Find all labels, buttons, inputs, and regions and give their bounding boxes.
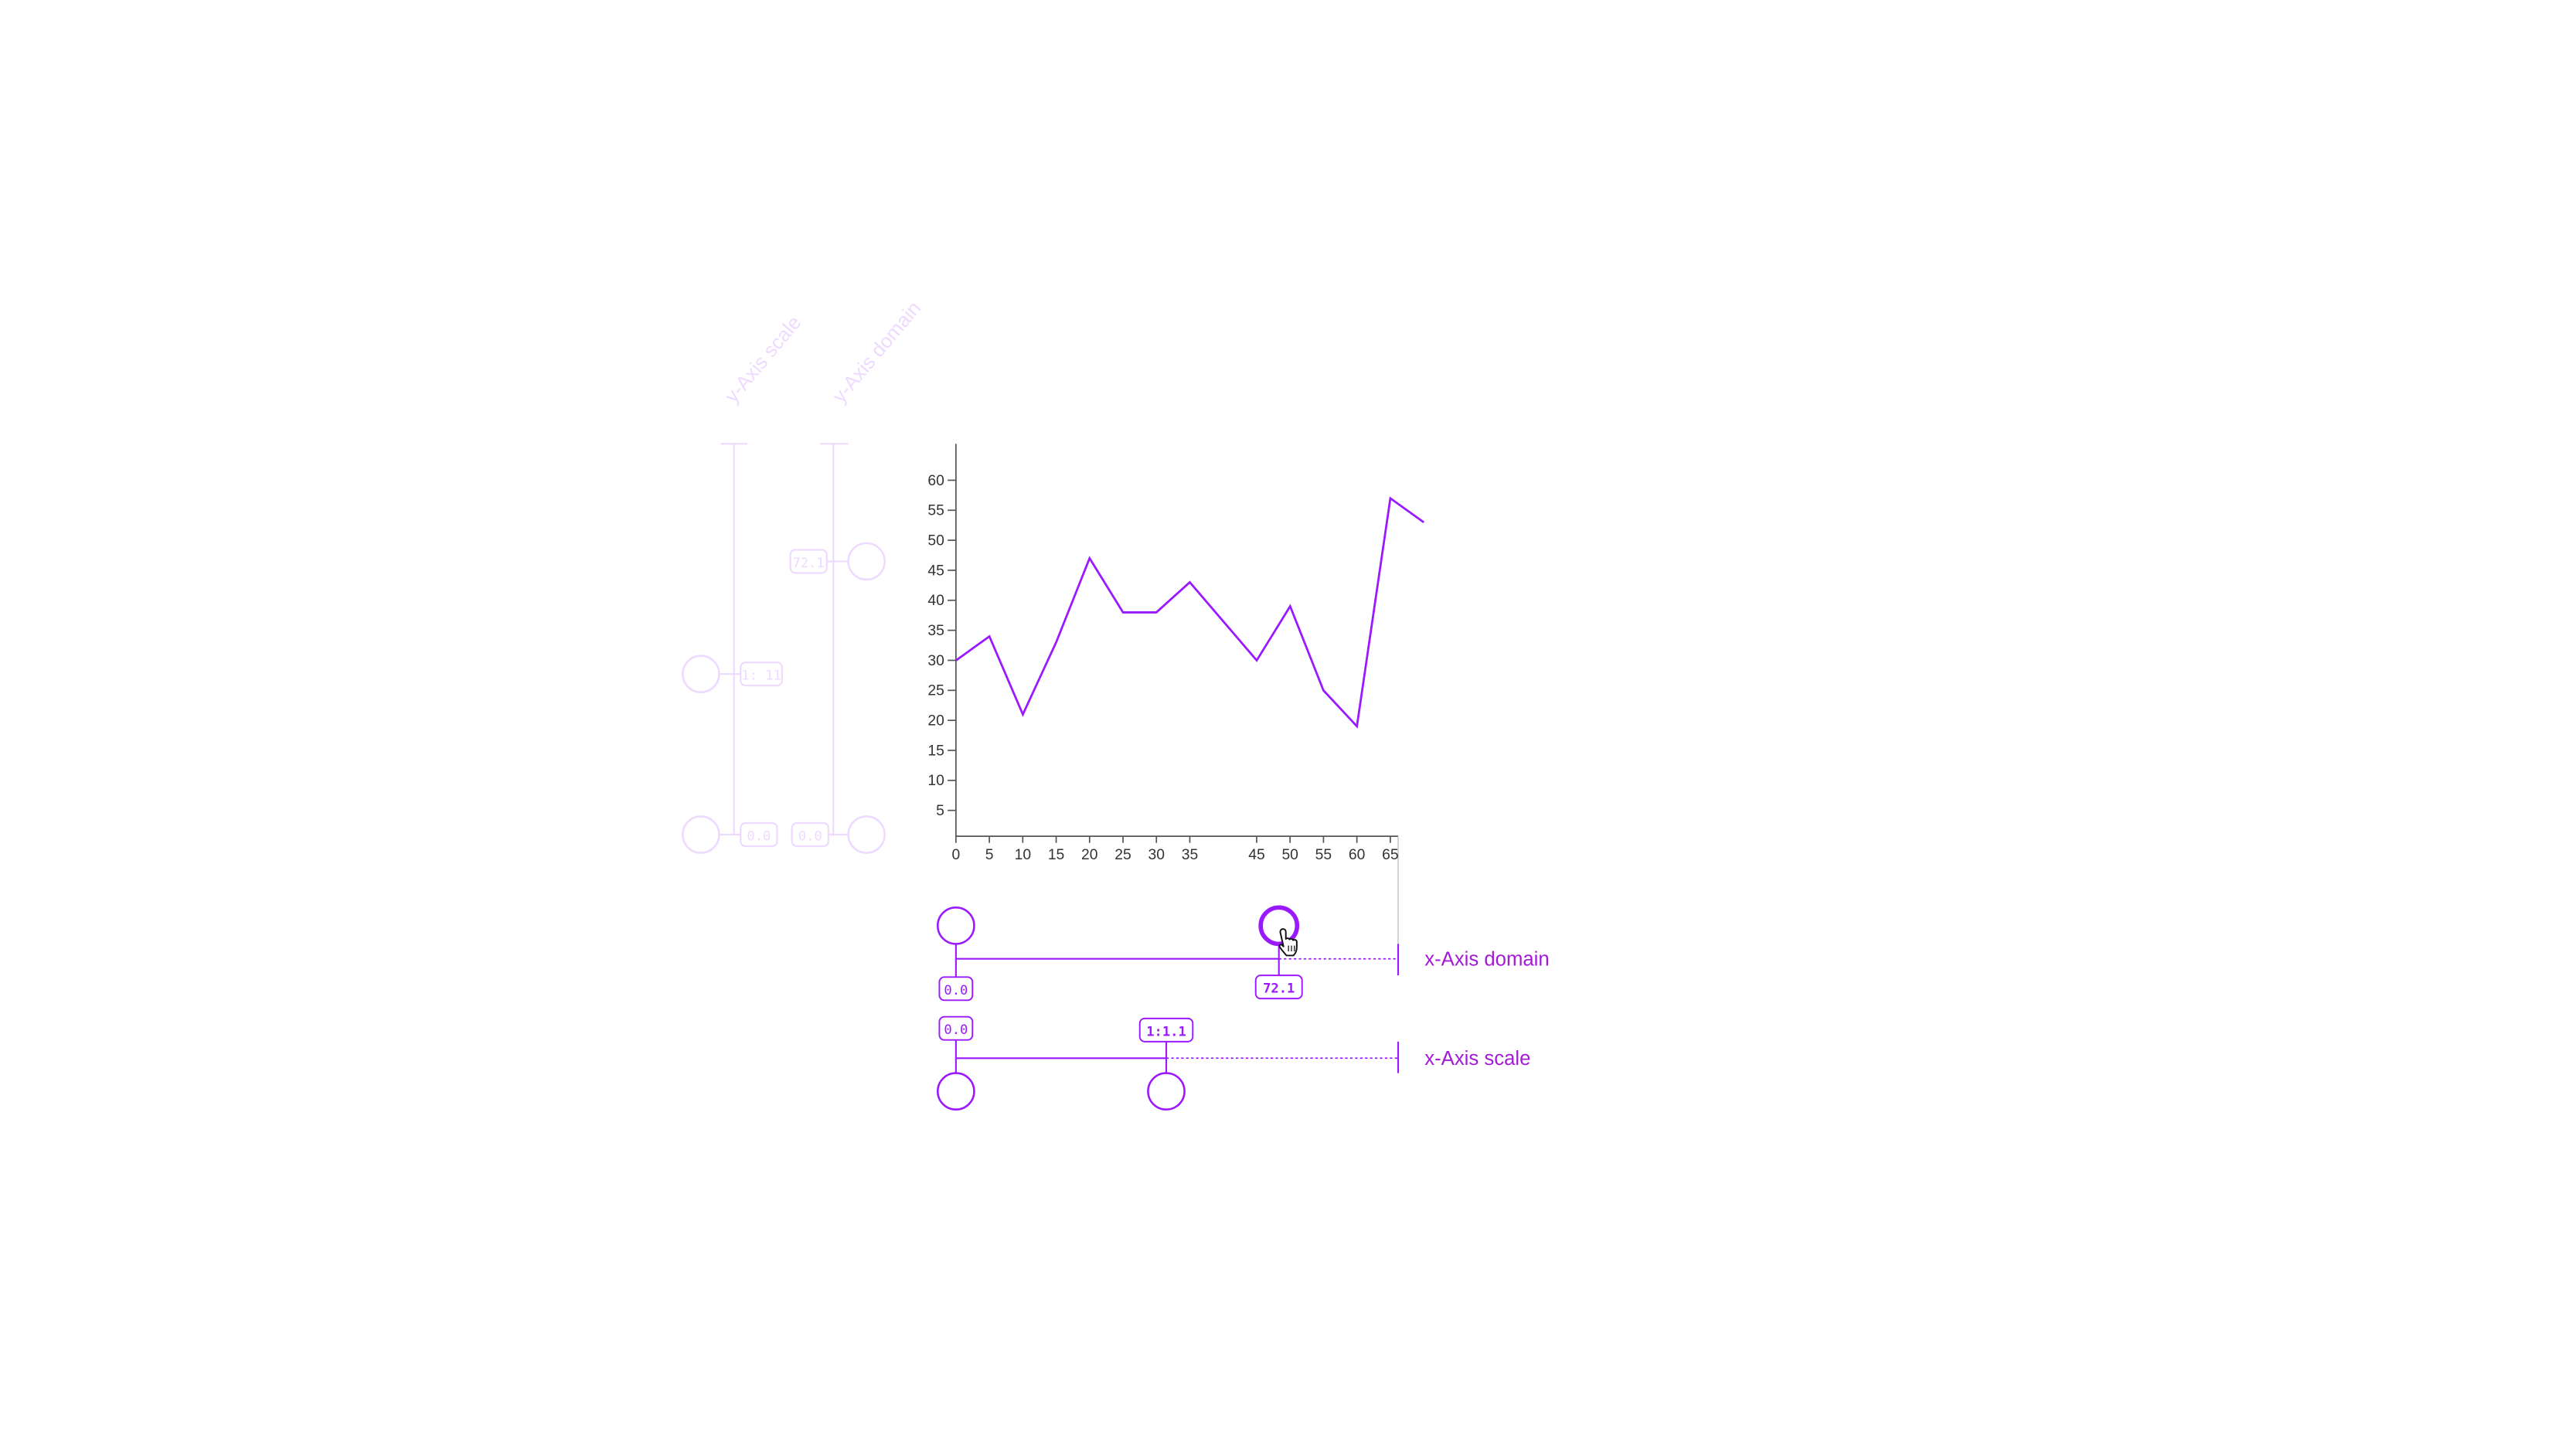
y-scale-max-value: 1: 11 <box>741 668 781 684</box>
y-tick-label: 5 <box>936 803 944 819</box>
x-tick-label: 50 <box>1281 847 1298 863</box>
y-tick-label: 35 <box>927 623 944 639</box>
y-tick-label: 15 <box>927 743 944 759</box>
x-domain-control: 0.0 72.1 x-Axis domain <box>937 905 1550 1002</box>
y-tick-label: 30 <box>927 653 944 669</box>
y-tick-label: 60 <box>927 473 944 489</box>
x-domain-min-value: 0.0 <box>944 983 968 998</box>
y-scale-max-handle[interactable] <box>682 655 720 693</box>
x-domain-min-handle[interactable] <box>937 906 975 945</box>
y-ticks: 5 10 15 20 25 30 35 40 45 50 55 60 <box>927 473 956 819</box>
y-scale-label: y-Axis scale <box>721 312 806 407</box>
y-tick-label: 55 <box>927 503 944 519</box>
x-scale-min-handle[interactable] <box>937 1072 975 1111</box>
x-tick-label: 5 <box>985 847 994 863</box>
x-tick-label: 55 <box>1315 847 1332 863</box>
x-tick-label: 15 <box>1048 847 1064 863</box>
y-tick-label: 20 <box>927 713 944 730</box>
x-tick-label: 0 <box>951 847 960 863</box>
x-scale-label: x-Axis scale <box>1424 1048 1530 1070</box>
x-tick-label: 10 <box>1015 847 1031 863</box>
x-tick-label: 30 <box>1148 847 1165 863</box>
x-tick-label: 60 <box>1349 847 1365 863</box>
x-tick-label: 45 <box>1248 847 1264 863</box>
y-tick-label: 45 <box>927 563 944 579</box>
x-domain-max-badge <box>1254 975 1303 1000</box>
y-tick-label: 50 <box>927 533 944 549</box>
x-tick-label: 25 <box>1114 847 1131 863</box>
x-scale-max-value: 1:1.1 <box>1146 1024 1186 1039</box>
y-domain-min-badge <box>791 821 829 848</box>
x-domain-label: x-Axis domain <box>1424 948 1549 970</box>
y-domain-max-badge <box>789 549 828 574</box>
y-domain-max-handle[interactable] <box>847 542 886 581</box>
y-domain-min-value: 0.0 <box>798 829 822 845</box>
series-line <box>955 496 1425 729</box>
y-scale-min-value: 0.0 <box>747 829 771 845</box>
x-tick-label: 35 <box>1182 847 1198 863</box>
y-tick-label: 40 <box>927 593 944 609</box>
y-scale-min-handle[interactable] <box>682 815 720 854</box>
x-scale-min-value: 0.0 <box>944 1022 968 1038</box>
y-tick-label: 25 <box>927 683 944 699</box>
y-domain-max-value: 72.1 <box>793 556 825 571</box>
line-chart: 5 10 15 20 25 30 35 40 45 50 55 60 0 5 10 15 20 25 30 35 45… <box>927 444 1425 953</box>
y-scale-max-badge <box>740 662 783 687</box>
y-tick-label: 10 <box>927 773 944 789</box>
hand-pointer-icon <box>1278 928 1298 957</box>
x-scale-control: 0.0 1:1.1 x-Axis scale <box>937 1015 1530 1111</box>
x-tick-label: 65 <box>1382 847 1398 863</box>
x-tick-label: 20 <box>1081 847 1097 863</box>
x-scale-max-handle[interactable] <box>1147 1072 1186 1111</box>
x-ticks: 0 5 10 15 20 25 30 35 45 50 55 60 65 <box>951 836 1399 863</box>
y-domain-label: y-Axis domain <box>829 298 925 407</box>
x-domain-min-badge <box>938 976 974 1002</box>
y-scale-min-badge <box>740 821 778 848</box>
x-domain-max-value: 72.1 <box>1263 981 1295 997</box>
x-domain-max-handle[interactable] <box>1258 905 1300 947</box>
y-axis-controls: 1: 11 0.0 y-Axis scale 72.1 0.0 y-Axis d… <box>682 298 925 854</box>
y-domain-min-handle[interactable] <box>847 815 886 854</box>
